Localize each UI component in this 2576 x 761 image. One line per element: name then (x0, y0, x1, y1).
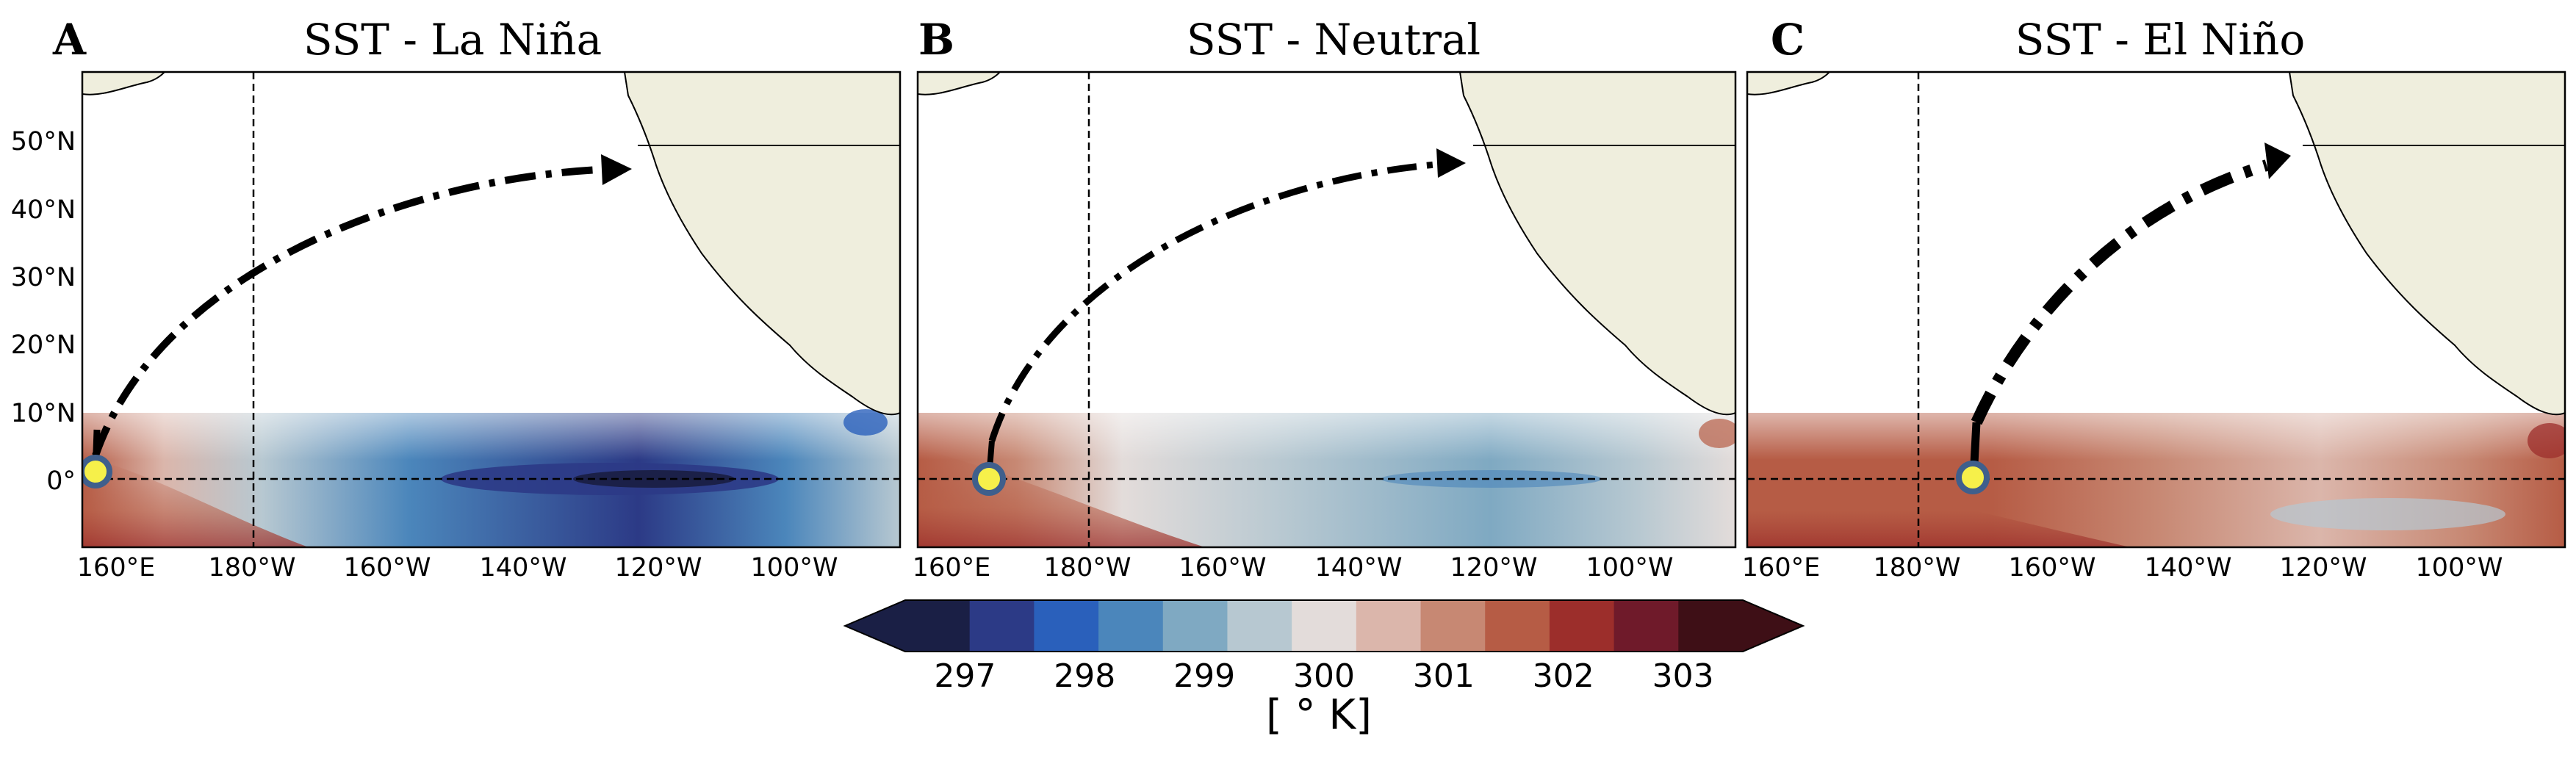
lon-tick-100w: 100°W (1586, 553, 1674, 583)
lat-tick-20n: 20°N (11, 331, 76, 360)
transport-arrow (988, 159, 1456, 442)
lon-tick-140w: 140°W (480, 553, 567, 583)
lon-tick-160e: 160°E (77, 553, 155, 583)
panel-frame (1746, 71, 2566, 549)
panel-frame (81, 71, 902, 549)
sst-field (82, 409, 900, 547)
colorbar-extend-low (845, 600, 905, 652)
colorbar-tick: 301 (1413, 657, 1475, 695)
north-america-land (82, 72, 900, 416)
colorbar-segment (1227, 600, 1292, 652)
lon-tick-180w: 180°W (209, 553, 296, 583)
colorbar-label: [ ° K] (1266, 691, 1372, 739)
lat-tick-50n: 50°N (11, 127, 76, 156)
colorbar-segment (1162, 600, 1228, 652)
panel-frame (916, 71, 1737, 549)
colorbar-segment (969, 600, 1035, 652)
colorbar-segment (1356, 600, 1422, 652)
colorbar-segment (1420, 600, 1486, 652)
lon-tick-160w: 160°W (2009, 553, 2096, 583)
colorbar-segment (1098, 600, 1164, 652)
arrow-head (1436, 148, 1466, 178)
colorbar-segment (1678, 600, 1744, 652)
sst-field (918, 413, 1735, 547)
lat-ticks: 50°N 40°N 30°N 20°N 10°N 0° (11, 127, 76, 496)
colorbar-segment (905, 600, 971, 652)
map-area (1747, 72, 2565, 547)
north-america-land (1747, 72, 2565, 416)
lon-tick-160w: 160°W (1179, 553, 1267, 583)
lon-tick-100w: 100°W (751, 553, 838, 583)
north-america-land (918, 72, 1735, 416)
lon-tick-140w: 140°W (1315, 553, 1403, 583)
panel-c: C SST - El Niño 160°E (1742, 15, 2566, 583)
colorbar-tick: 300 (1293, 657, 1355, 695)
lon-tick-180w: 180°W (1874, 553, 1961, 583)
start-marker (1956, 461, 1990, 494)
lat-tick-30n: 30°N (11, 263, 76, 292)
colorbar: 297 298 299 300 301 302 303 [ ° K] (843, 599, 1805, 739)
colorbar-segment (1549, 600, 1615, 652)
panel-letter: C (1771, 15, 1805, 65)
lon-tick-120w: 120°W (2280, 553, 2367, 583)
colorbar-outline (843, 599, 1805, 652)
arrow-head (601, 154, 632, 185)
panel-b: B SST - Neutral 160°E (913, 15, 1737, 583)
colorbar-tick: 303 (1652, 657, 1714, 695)
start-marker (972, 462, 1006, 496)
lon-tick-160w: 160°W (344, 553, 431, 583)
transport-arrow (1971, 159, 2269, 425)
lon-ticks: 160°E 180°W 160°W 140°W 120°W 100°W (1742, 553, 2503, 583)
panel-title: SST - La Niña (303, 15, 602, 65)
panel-a: A SST - La Niña (11, 15, 902, 583)
transport-arrow (92, 165, 622, 457)
lon-tick-180w: 180°W (1044, 553, 1132, 583)
lon-tick-140w: 140°W (2145, 553, 2232, 583)
arrow-head (2264, 143, 2291, 179)
lon-tick-160e: 160°E (1742, 553, 1820, 583)
lon-tick-120w: 120°W (615, 553, 702, 583)
colorbar-segment (1292, 600, 1357, 652)
colorbar-tick: 299 (1173, 657, 1235, 695)
lon-tick-160e: 160°E (913, 553, 990, 583)
colorbar-extend-high (1743, 600, 1803, 652)
lat-tick-0: 0° (46, 466, 76, 496)
colorbar-tick: 298 (1054, 657, 1115, 695)
colorbar-ticks: 297 298 299 300 301 302 303 (934, 657, 1713, 695)
colorbar-segment (1613, 600, 1679, 652)
lon-ticks: 160°E 180°W 160°W 140°W 120°W 100°W (913, 553, 1674, 583)
lat-tick-10n: 10°N (11, 399, 76, 428)
colorbar-segments (843, 599, 1805, 652)
map-area (918, 72, 1735, 547)
panel-title: SST - El Niño (2015, 15, 2306, 65)
colorbar-segment (1485, 600, 1550, 652)
start-marker (82, 455, 112, 488)
panel-letter: B (918, 15, 954, 65)
lon-tick-100w: 100°W (2416, 553, 2503, 583)
panel-title: SST - Neutral (1187, 15, 1481, 65)
lon-ticks: 160°E 180°W 160°W 140°W 120°W 100°W (77, 553, 838, 583)
colorbar-tick: 297 (934, 657, 996, 695)
colorbar-tick: 302 (1533, 657, 1594, 695)
lat-tick-40n: 40°N (11, 195, 76, 225)
panel-letter: A (52, 15, 87, 65)
colorbar-segment (1034, 600, 1099, 652)
lon-tick-120w: 120°W (1450, 553, 1538, 583)
map-area (82, 72, 900, 547)
sst-field (1747, 413, 2565, 547)
